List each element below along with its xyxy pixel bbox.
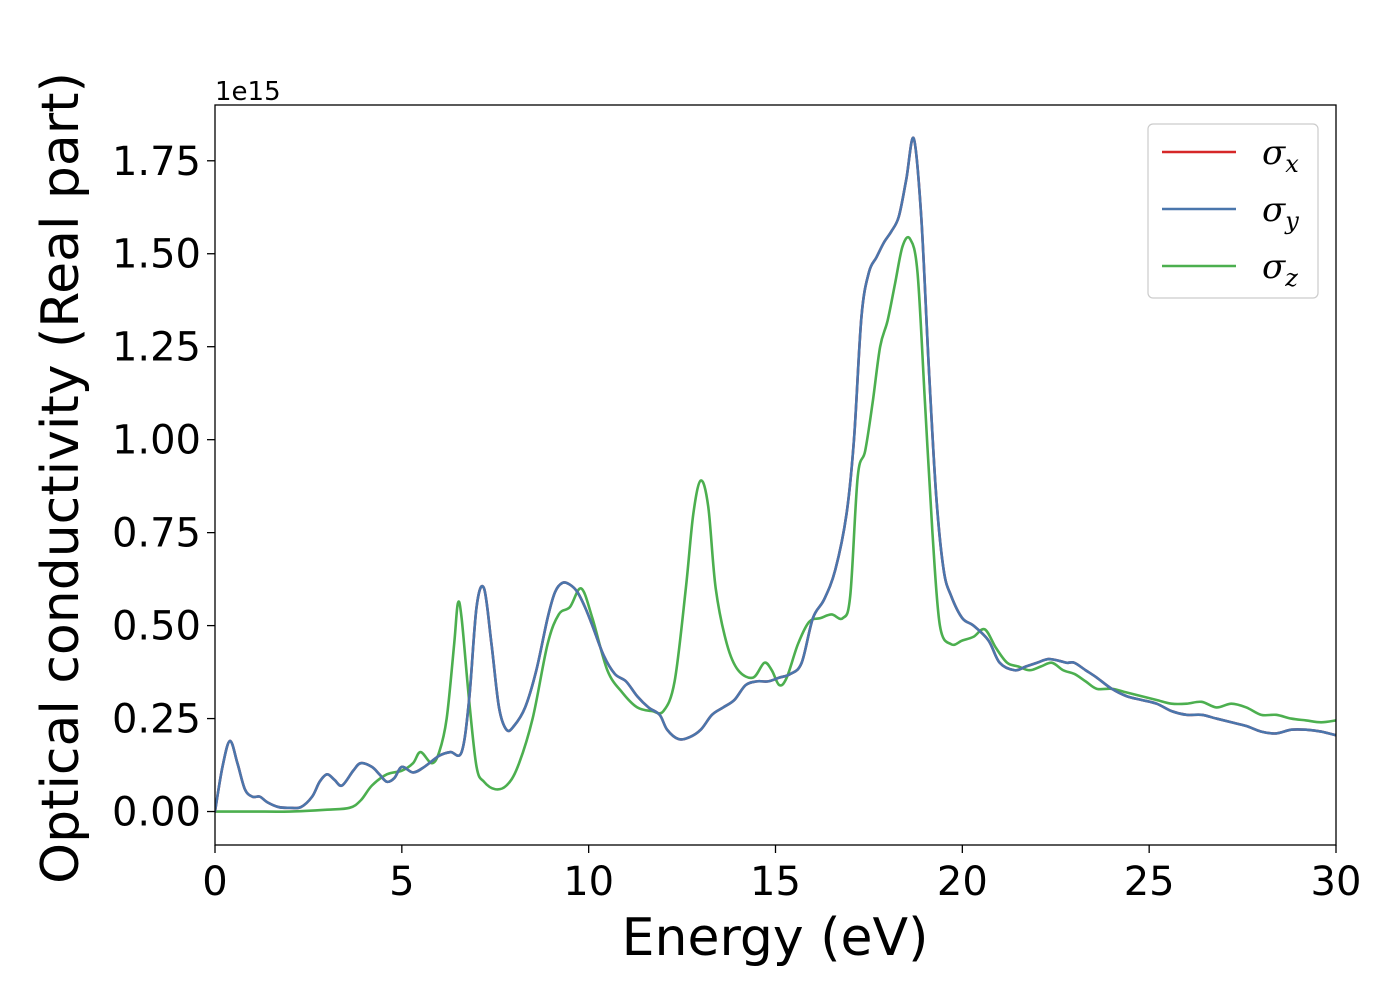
y-axis-label: Optical conductivity (Real part) [31, 72, 91, 884]
y-offset-label: 1e15 [215, 77, 281, 107]
y-tick-label: 1.75 [112, 139, 201, 185]
x-axis-label: Energy (eV) [622, 908, 929, 968]
legend-subscript: y [1284, 207, 1299, 235]
x-tick-label: 10 [563, 859, 614, 905]
y-tick-label: 1.50 [112, 232, 201, 278]
x-tick-label: 30 [1311, 859, 1362, 905]
x-tick-label: 20 [937, 859, 988, 905]
plot-area [214, 104, 1337, 846]
x-tick-label: 5 [389, 859, 414, 905]
x-tick-label: 15 [750, 859, 801, 905]
legend-symbol: σ [1262, 247, 1286, 287]
x-axis: 0 5 10 15 20 25 30 [202, 845, 1361, 905]
legend-label-sigma-z: σz [1262, 247, 1298, 292]
y-tick-label: 0.25 [112, 697, 201, 743]
legend-symbol: σ [1262, 133, 1286, 173]
legend-label-sigma-x: σx [1262, 133, 1299, 178]
y-axis: 0.00 0.25 0.50 0.75 1.00 1.25 1.50 1.75 [112, 139, 215, 836]
legend-symbol: σ [1262, 190, 1286, 230]
series-layer [215, 136, 1336, 813]
legend-subscript: z [1284, 264, 1298, 292]
x-tick-label: 25 [1124, 859, 1175, 905]
y-tick-label: 0.50 [112, 604, 201, 650]
series-line-sigma-z [215, 235, 1336, 813]
series-line-sigma-y [215, 136, 1336, 813]
x-tick-label: 0 [202, 859, 227, 905]
legend-label-sigma-y: σy [1262, 190, 1299, 235]
y-tick-label: 1.25 [112, 325, 201, 371]
y-tick-label: 1.00 [112, 418, 201, 464]
y-tick-label: 0.75 [112, 511, 201, 557]
legend-subscript: x [1285, 150, 1299, 178]
legend-box [1147, 123, 1319, 299]
y-tick-label: 0.00 [112, 790, 201, 836]
